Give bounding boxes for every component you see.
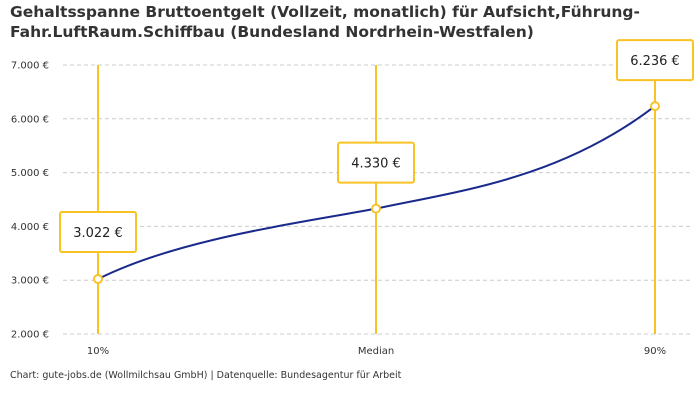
data-point bbox=[93, 274, 103, 285]
x-tick-label: 10% bbox=[87, 346, 109, 357]
y-tick-label: 7.000 € bbox=[11, 61, 49, 72]
y-tick-label: 5.000 € bbox=[11, 168, 49, 179]
data-label-box bbox=[59, 211, 137, 254]
data-label: 4.330 € bbox=[351, 157, 401, 172]
data-label: 6.236 € bbox=[630, 54, 680, 69]
y-tick-label: 4.000 € bbox=[11, 222, 49, 233]
data-label-box bbox=[337, 141, 415, 184]
data-point bbox=[650, 101, 660, 112]
data-label-box bbox=[616, 39, 694, 82]
y-tick-label: 6.000 € bbox=[11, 114, 49, 125]
chart-title: Gehaltsspanne Bruttoentgelt (Vollzeit, m… bbox=[10, 3, 640, 41]
x-tick-label: Median bbox=[358, 346, 394, 357]
y-tick-label: 3.000 € bbox=[11, 276, 49, 287]
data-point bbox=[371, 203, 381, 214]
data-label: 3.022 € bbox=[73, 226, 123, 241]
x-tick-label: 90% bbox=[644, 346, 666, 357]
chart-source: Chart: gute-jobs.de (Wollmilchsau GmbH) … bbox=[10, 370, 402, 381]
y-tick-label: 2.000 € bbox=[11, 330, 49, 341]
